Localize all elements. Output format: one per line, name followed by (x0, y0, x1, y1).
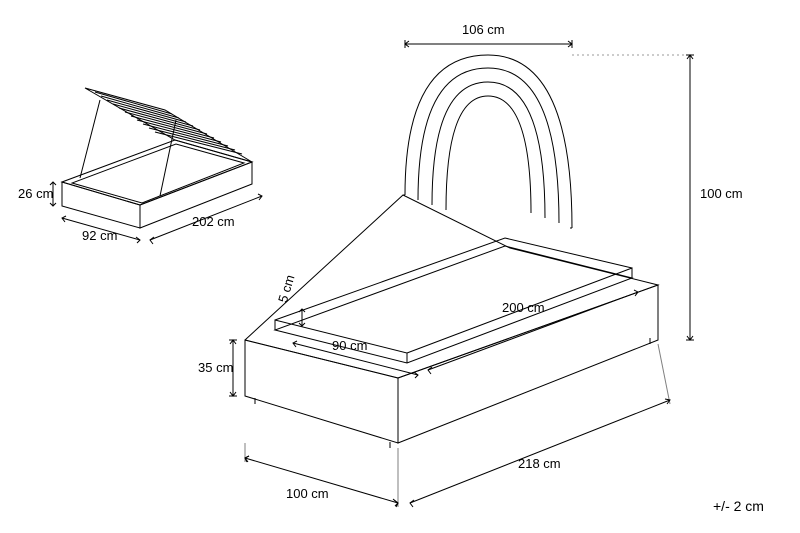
diagram-canvas: 106 cm 100 cm 35 cm 100 cm 218 cm 90 cm … (0, 0, 800, 533)
label-mattress-length: 200 cm (502, 300, 545, 315)
main-drawing-svg (0, 0, 800, 533)
label-small-width: 92 cm (82, 228, 117, 243)
tolerance-note: +/- 2 cm (713, 498, 764, 514)
label-mattress-width: 90 cm (332, 338, 367, 353)
label-base-height: 35 cm (198, 360, 233, 375)
label-front-width: 100 cm (286, 486, 329, 501)
label-headboard-width: 106 cm (462, 22, 505, 37)
label-small-height: 26 cm (18, 186, 53, 201)
label-depth: 218 cm (518, 456, 561, 471)
label-small-depth: 202 cm (192, 214, 235, 229)
label-height: 100 cm (700, 186, 743, 201)
